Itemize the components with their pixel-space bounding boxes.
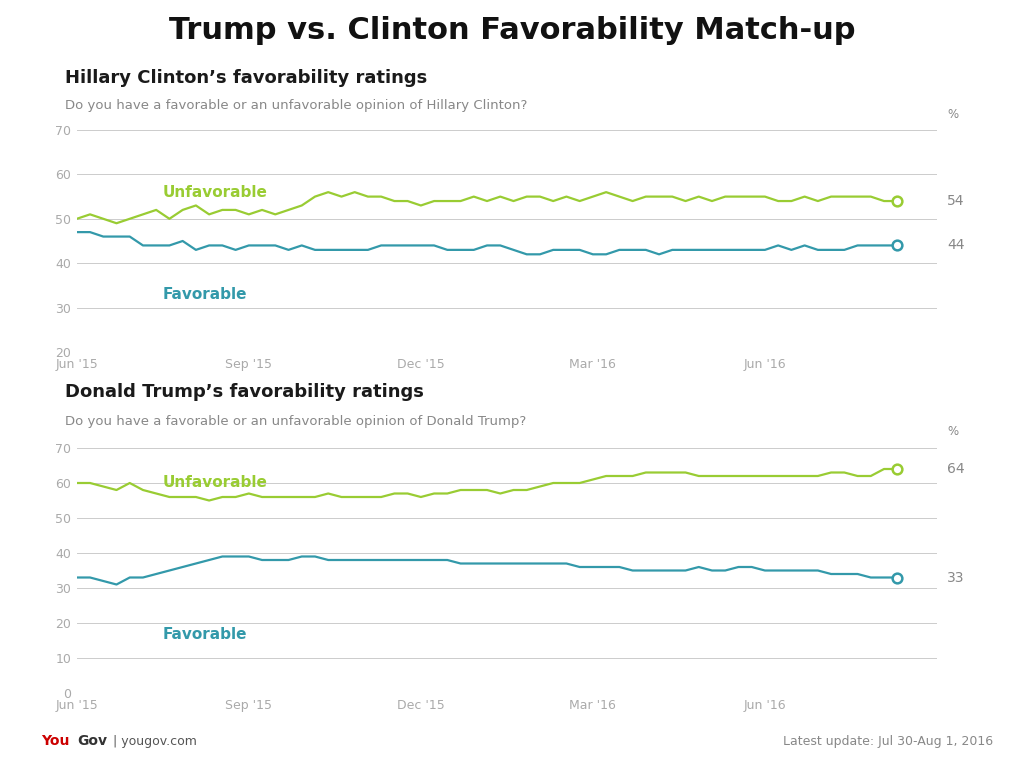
Text: Trump vs. Clinton Favorability Match-up: Trump vs. Clinton Favorability Match-up [169,16,855,45]
Text: Donald Trump’s favorability ratings: Donald Trump’s favorability ratings [65,382,424,401]
Text: Favorable: Favorable [163,627,248,642]
Text: Latest update: Jul 30-Aug 1, 2016: Latest update: Jul 30-Aug 1, 2016 [783,735,993,747]
Text: 44: 44 [947,238,965,253]
Text: Do you have a favorable or an unfavorable opinion of Donald Trump?: Do you have a favorable or an unfavorabl… [65,415,526,428]
Text: Gov: Gov [77,734,108,748]
Text: Unfavorable: Unfavorable [163,184,267,200]
Text: Hillary Clinton’s favorability ratings: Hillary Clinton’s favorability ratings [65,69,427,87]
Text: | yougov.com: | yougov.com [114,735,198,747]
Text: %: % [947,108,958,121]
Text: %: % [947,425,958,439]
Text: Favorable: Favorable [163,286,248,302]
Text: 64: 64 [947,462,965,476]
Text: You: You [41,734,70,748]
Text: 54: 54 [947,194,965,208]
Text: Unfavorable: Unfavorable [163,475,267,490]
Text: 33: 33 [947,571,965,584]
Text: Do you have a favorable or an unfavorable opinion of Hillary Clinton?: Do you have a favorable or an unfavorabl… [65,99,527,112]
